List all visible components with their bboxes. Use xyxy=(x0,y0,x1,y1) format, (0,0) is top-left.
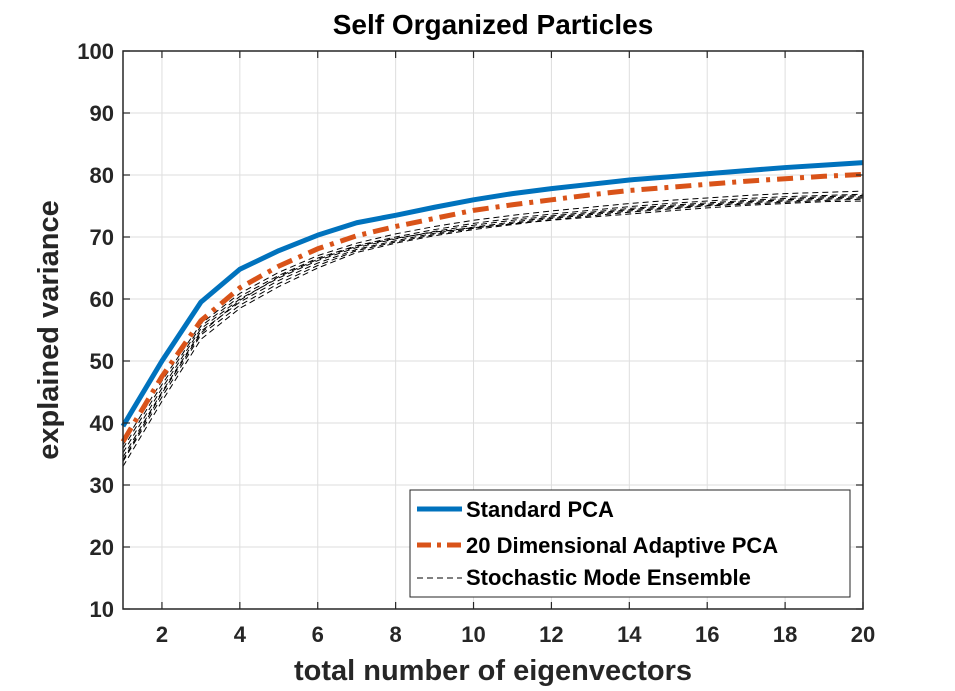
series-lines xyxy=(120,160,864,467)
legend-label-stochastic-ensemble: Stochastic Mode Ensemble xyxy=(466,565,751,590)
y-tick-label: 70 xyxy=(90,225,114,250)
x-tick-label: 2 xyxy=(156,622,168,647)
x-tick-label: 12 xyxy=(539,622,563,647)
x-tick-label: 6 xyxy=(312,622,324,647)
y-tick-label: 20 xyxy=(90,535,114,560)
x-tick-label: 4 xyxy=(234,622,247,647)
series-line-stochastic-ensemble-member xyxy=(122,196,864,458)
y-tick-label: 30 xyxy=(90,473,114,498)
legend: Standard PCA 20 Dimensional Adaptive PCA… xyxy=(409,489,851,598)
x-tick-label: 10 xyxy=(461,622,485,647)
series-line-stochastic-ensemble-member xyxy=(122,197,864,462)
series-line-stochastic-ensemble-member xyxy=(122,193,864,449)
x-tick-label: 16 xyxy=(695,622,719,647)
chart-title: Self Organized Particles xyxy=(333,9,654,40)
series-line-stochastic-ensemble-member xyxy=(122,190,864,445)
y-tick-label: 10 xyxy=(90,597,114,622)
x-tick-label: 14 xyxy=(617,622,642,647)
x-tick-label: 18 xyxy=(773,622,797,647)
plot-frame xyxy=(122,50,864,610)
series-line-stochastic-ensemble-member xyxy=(122,198,864,467)
y-tick-label: 50 xyxy=(90,349,114,374)
y-tick-label: 100 xyxy=(77,39,114,64)
y-tick-label: 90 xyxy=(90,101,114,126)
y-tick-label: 40 xyxy=(90,411,114,436)
axis-ticks: 2 4 6 8 10 12 14 16 18 20 10 20 30 40 50 60 70 80 90 100 xyxy=(77,39,875,647)
legend-label-standard-pca: Standard PCA xyxy=(466,497,614,522)
series-line-stochastic-ensemble-member xyxy=(122,194,864,454)
y-axis-label: explained variance xyxy=(33,200,65,460)
y-tick-label: 60 xyxy=(90,287,114,312)
series-line-stochastic-ensemble-member xyxy=(122,200,864,461)
legend-label-adaptive-pca: 20 Dimensional Adaptive PCA xyxy=(466,533,778,558)
x-tick-label: 8 xyxy=(390,622,402,647)
series-line-standard-pca xyxy=(120,160,864,428)
x-axis-label: total number of eigenvectors xyxy=(294,655,692,687)
y-tick-label: 80 xyxy=(90,163,114,188)
x-tick-label: 20 xyxy=(851,622,875,647)
legend-box xyxy=(409,489,851,598)
